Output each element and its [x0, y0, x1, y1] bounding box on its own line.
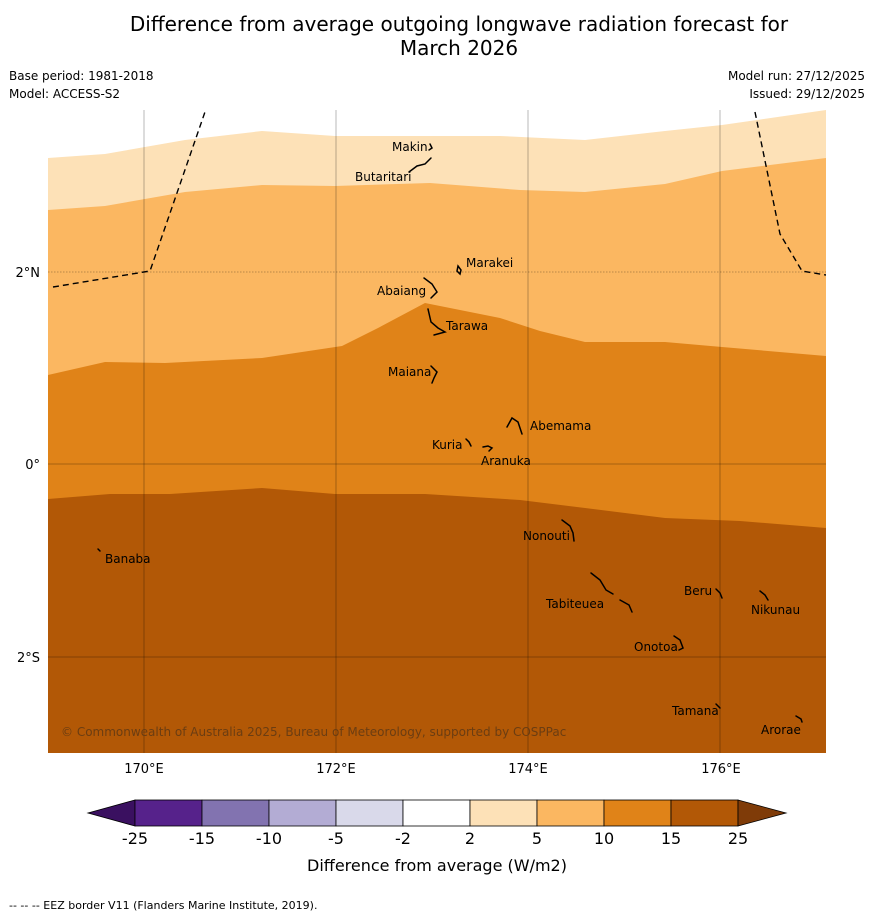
colorbar-segment: [134, 799, 203, 827]
label-abemama: Abemama: [530, 419, 591, 433]
lat-label-2s: 2°S: [17, 651, 40, 666]
colorbar-tick-label: -5: [328, 829, 344, 848]
label-nonouti: Nonouti: [523, 529, 570, 543]
colorbar-tick-label: -2: [395, 829, 411, 848]
island-tabiteuea-north: [590, 572, 614, 595]
colorbar-tick-label: -10: [256, 829, 282, 848]
lon-label-174e: 174°E: [508, 762, 548, 777]
colorbar-tick-label: 2: [465, 829, 475, 848]
island-beru: [715, 588, 723, 599]
colorbar-segment: [536, 799, 605, 827]
island-nikunau: [759, 590, 769, 601]
colorbar-tick-label: -25: [122, 829, 148, 848]
label-kuria: Kuria: [432, 438, 463, 452]
colorbar-segment: [670, 799, 739, 827]
island-abaiang: [423, 277, 438, 299]
colorbar-tick-label: 5: [532, 829, 542, 848]
colorbar-extension-high: [737, 799, 788, 827]
model-run: Model run: 27/12/2025: [727, 69, 865, 83]
eez-border-east: [754, 111, 826, 276]
colorbar: -25 -15 -10 -5 -2 2 5 10 15 25: [86, 799, 788, 848]
label-nikunau: Nikunau: [751, 603, 800, 617]
model-name: Model: ACCESS-S2: [9, 87, 121, 101]
island-maiana: [430, 365, 438, 384]
forecast-field: Makin Butaritari Marakei Abaiang Tarawa …: [48, 110, 826, 753]
copyright-notice: © Commonwealth of Australia 2025, Bureau…: [61, 725, 566, 739]
island-tabiteuea-south: [619, 599, 633, 613]
colorbar-segment: [268, 799, 337, 827]
label-banaba: Banaba: [105, 552, 151, 566]
band-15-to-25: [48, 488, 826, 753]
label-maiana: Maiana: [388, 365, 431, 379]
island-outlines: [97, 143, 803, 723]
colorbar-tick-label: 25: [728, 829, 748, 848]
map-title: Difference from average outgoing longwav…: [0, 12, 873, 60]
label-makin: Makin: [392, 140, 428, 154]
label-tarawa: Tarawa: [445, 319, 488, 333]
colorbar-tick-label: 15: [661, 829, 681, 848]
label-abaiang: Abaiang: [377, 284, 426, 298]
graticule: [48, 110, 826, 753]
island-tarawa: [427, 308, 447, 336]
lat-label-0: 0°: [25, 458, 40, 473]
island-tamana: [715, 703, 721, 709]
issued-date: Issued: 29/12/2025: [749, 87, 865, 101]
colorbar-label: Difference from average (W/m2): [307, 856, 567, 875]
island-nonouti: [561, 519, 575, 542]
title-line-1: Difference from average outgoing longwav…: [129, 12, 789, 36]
lon-label-172e: 172°E: [316, 762, 356, 777]
colorbar-extension-low: [86, 799, 136, 827]
eez-legend-note: -- -- -- EEZ border V11 (Flanders Marine…: [9, 899, 318, 912]
island-marakei: [456, 264, 462, 276]
island-makin: [428, 143, 433, 151]
longitude-labels: 170°E 172°E 174°E 176°E: [124, 762, 741, 777]
metadata-right: Model run: 27/12/2025 Issued: 29/12/2025: [728, 67, 865, 103]
colorbar-segment: [469, 799, 538, 827]
label-arorae: Arorae: [761, 723, 801, 737]
island-kuria: [465, 438, 472, 447]
colorbar-tick-label: -15: [189, 829, 215, 848]
latitude-labels: 2°N 0° 2°S: [16, 266, 41, 666]
metadata-left: Base period: 1981-2018 Model: ACCESS-S2: [9, 67, 154, 103]
island-aranuka: [482, 445, 494, 452]
island-butaritari: [408, 157, 432, 173]
colorbar-segment: [402, 799, 471, 827]
label-tabiteuea: Tabiteuea: [545, 597, 604, 611]
island-abemama: [506, 416, 523, 435]
colorbar-segment: [201, 799, 270, 827]
base-period: Base period: 1981-2018: [9, 69, 154, 83]
label-marakei: Marakei: [466, 256, 513, 270]
lat-label-2n: 2°N: [16, 266, 41, 281]
label-aranuka: Aranuka: [481, 454, 531, 468]
label-onotoa: Onotoa: [634, 640, 678, 654]
label-butaritari: Butaritari: [355, 170, 412, 184]
island-banaba: [97, 548, 101, 552]
eez-border-west: [52, 110, 207, 288]
colorbar-tick-label: 10: [594, 829, 614, 848]
lon-label-170e: 170°E: [124, 762, 164, 777]
label-beru: Beru: [684, 584, 712, 598]
title-line-2: March 2026: [399, 36, 519, 60]
island-arorae: [795, 715, 803, 723]
place-labels: Makin Butaritari Marakei Abaiang Tarawa …: [105, 140, 801, 737]
label-tamana: Tamana: [671, 704, 719, 718]
colorbar-segment: [335, 799, 404, 827]
island-onotoa: [673, 635, 684, 651]
colorbar-segment: [603, 799, 672, 827]
lon-label-176e: 176°E: [701, 762, 741, 777]
eez-border: [52, 110, 826, 288]
